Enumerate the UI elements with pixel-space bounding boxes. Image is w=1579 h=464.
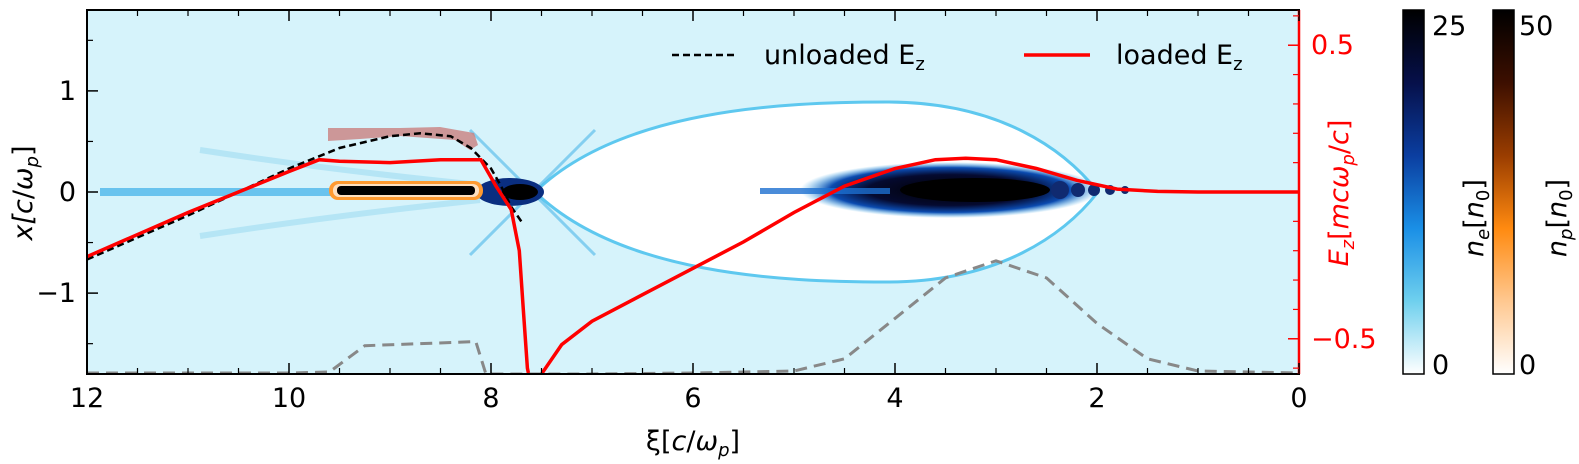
legend: unloaded Ez loaded Ez	[672, 40, 1243, 75]
x-tick-label: 0	[1290, 383, 1307, 414]
electron-filament	[100, 188, 540, 196]
y-tick-label: −1	[36, 278, 76, 309]
colorbar-electron-tick-max: 25	[1432, 11, 1466, 42]
y2-axis-label: Ez[mcωp/c]	[1324, 120, 1359, 267]
colorbar-electron-label: ne[n0]	[1459, 179, 1494, 257]
colorbar-electron-tick-min: 0	[1432, 350, 1449, 381]
x-tick-label: 12	[70, 383, 104, 414]
colorbar-positron-tick-min: 0	[1519, 350, 1536, 381]
y-tick-label: 1	[59, 76, 76, 107]
colorbar-electron-bar	[1402, 9, 1425, 375]
colorbar-positron-tick-max: 50	[1519, 11, 1553, 42]
sheath-streak	[199, 197, 481, 239]
y2-tick-label: −0.5	[1311, 324, 1377, 355]
colorbar-positron-bar	[1492, 9, 1515, 375]
driver-core	[900, 178, 1050, 202]
x-tick-label: 4	[886, 383, 903, 414]
x-tick-label: 8	[482, 383, 499, 414]
density-map	[87, 100, 1299, 374]
x-tick-label: 2	[1088, 383, 1105, 414]
driver-tail	[760, 188, 890, 194]
colorbar-positron-label: np[n0]	[1542, 179, 1577, 257]
series-line-1	[87, 156, 1299, 374]
colorbar-electron: 25 0 ne[n0]	[1402, 9, 1494, 381]
series-line-0	[87, 132, 523, 261]
y2-tick-label: 0.5	[1311, 30, 1354, 61]
electron-spike	[502, 184, 538, 200]
x-tick-label: 6	[684, 383, 701, 414]
legend-label-loaded: loaded Ez	[1116, 40, 1243, 75]
field-shading	[328, 127, 478, 150]
legend-label-unloaded: unloaded Ez	[764, 40, 925, 75]
y-tick-label: 0	[59, 177, 76, 208]
series-line-2	[87, 259, 1299, 374]
x-axis-label: ξ[c/ωp]	[646, 426, 740, 461]
x-tick-label: 10	[272, 383, 306, 414]
witness-beam-core	[337, 186, 475, 195]
colorbar-positron: 50 0 np[n0]	[1492, 9, 1577, 381]
y-axis-label: x[c/ωp]	[8, 145, 43, 241]
